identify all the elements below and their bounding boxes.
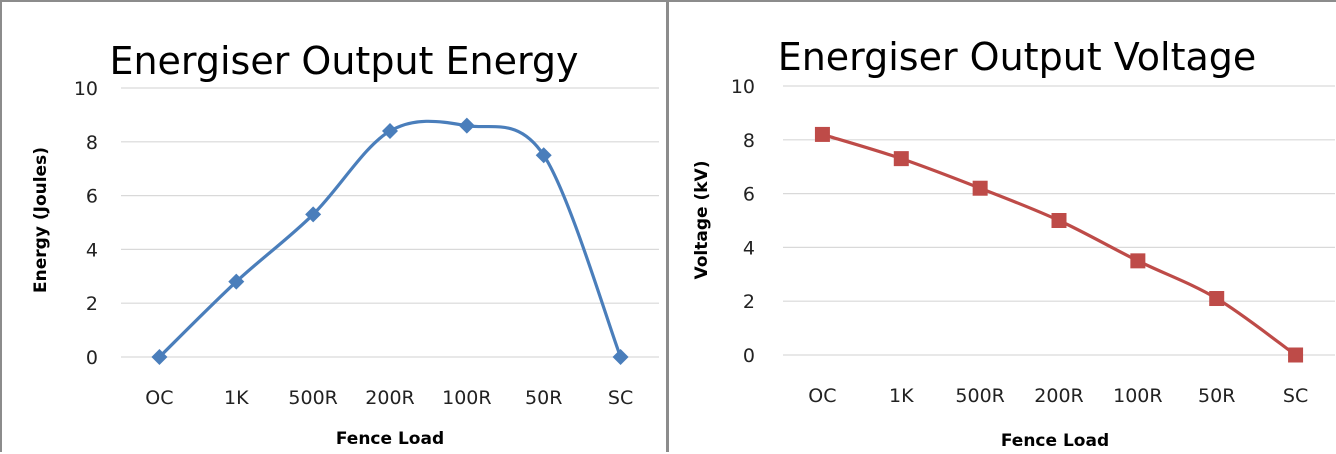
data-point bbox=[612, 349, 629, 365]
y-tick-label: 0 bbox=[743, 345, 755, 367]
y-tick-label: 10 bbox=[74, 78, 98, 100]
x-tick-label: 100R bbox=[442, 387, 491, 409]
x-tick-label: 100R bbox=[1113, 385, 1162, 407]
y-tick-label: 4 bbox=[86, 239, 98, 261]
y-tick-label: 6 bbox=[743, 184, 755, 206]
x-tick-label: 50R bbox=[1198, 385, 1235, 407]
voltage-chart: Energiser Output Voltage Fence Load Volt… bbox=[692, 35, 1335, 451]
gridlines bbox=[121, 87, 659, 358]
series-line bbox=[158, 119, 623, 359]
y-axis-title: Energy (Joules) bbox=[31, 147, 51, 293]
data-point bbox=[893, 151, 909, 167]
y-axis-title: Voltage (kV) bbox=[692, 161, 712, 280]
x-tick-label: SC bbox=[1283, 385, 1308, 407]
gridlines bbox=[783, 85, 1335, 356]
data-point bbox=[814, 126, 830, 142]
x-tick-label: 500R bbox=[955, 385, 1004, 407]
x-axis-title: Fence Load bbox=[336, 429, 444, 449]
data-point bbox=[1051, 213, 1067, 228]
y-tick-label: 8 bbox=[743, 130, 755, 152]
y-tick-label: 8 bbox=[86, 132, 98, 154]
y-tick-label: 2 bbox=[86, 293, 98, 315]
data-point bbox=[458, 117, 475, 134]
data-point bbox=[1130, 253, 1146, 269]
y-tick-label: 10 bbox=[731, 76, 755, 98]
x-tick-label: OC bbox=[145, 387, 173, 409]
data-point bbox=[535, 147, 552, 164]
data-point bbox=[1209, 291, 1225, 307]
x-axis-title: Fence Load bbox=[1001, 431, 1109, 451]
x-tick-label: 1K bbox=[889, 385, 914, 407]
x-tick-label: 200R bbox=[365, 387, 414, 409]
data-point bbox=[1288, 347, 1304, 363]
voltage-chart-panel: Energiser Output Voltage Fence Load Volt… bbox=[668, 0, 1336, 452]
y-tick-label: 0 bbox=[86, 347, 98, 369]
series-line bbox=[821, 132, 1297, 357]
y-tick-label: 6 bbox=[86, 186, 98, 208]
x-tick-label: 50R bbox=[525, 387, 562, 409]
x-tick-label: 1K bbox=[224, 387, 249, 409]
energy-chart: Energiser Output Energy Fence Load Energ… bbox=[31, 39, 659, 449]
data-point bbox=[972, 180, 988, 196]
x-tick-label: SC bbox=[608, 387, 633, 409]
energy-chart-panel: Energiser Output Energy Fence Load Energ… bbox=[0, 0, 668, 452]
x-tick-label: OC bbox=[808, 385, 836, 407]
data-point bbox=[305, 206, 322, 223]
x-tick-label: 500R bbox=[288, 387, 337, 409]
y-tick-label: 4 bbox=[743, 237, 755, 259]
chart-title: Energiser Output Energy bbox=[109, 39, 578, 83]
data-point bbox=[382, 123, 398, 140]
chart-title: Energiser Output Voltage bbox=[778, 35, 1257, 79]
data-point bbox=[228, 273, 245, 290]
data-point bbox=[151, 349, 168, 365]
x-tick-label: 200R bbox=[1034, 385, 1083, 407]
y-tick-label: 2 bbox=[743, 291, 755, 313]
